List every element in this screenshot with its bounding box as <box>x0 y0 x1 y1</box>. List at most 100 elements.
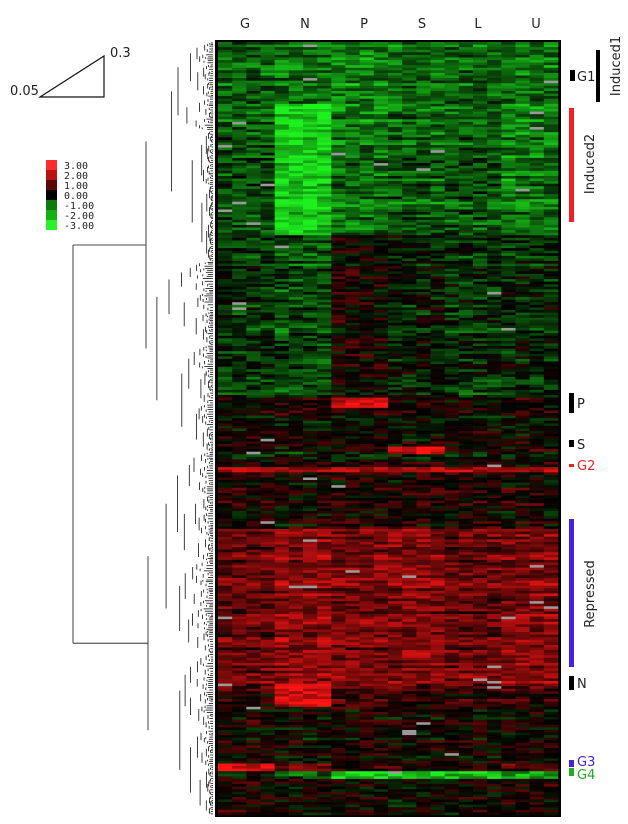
heatmap-cell <box>515 304 530 308</box>
heatmap-cell <box>260 47 275 51</box>
heatmap-cell <box>359 382 375 385</box>
heatmap-cell <box>416 142 431 146</box>
heatmap-cell <box>232 183 247 187</box>
heatmap-cell <box>331 395 346 398</box>
heatmap-cell <box>529 137 545 141</box>
heatmap-cell <box>430 312 445 316</box>
heatmap-cell <box>246 232 261 236</box>
heatmap-cell <box>458 333 474 337</box>
heatmap-cell <box>529 78 545 81</box>
heatmap-cell <box>232 490 247 494</box>
heatmap-cell <box>274 127 290 130</box>
heatmap-cell <box>473 54 488 58</box>
heatmap-cell <box>515 219 530 223</box>
heatmap-cell <box>458 65 474 69</box>
heatmap-cell <box>331 364 346 367</box>
heatmap-cell <box>260 353 275 357</box>
heatmap-cell <box>232 384 247 388</box>
heatmap-cell <box>359 230 375 233</box>
heatmap-cell <box>529 186 545 190</box>
heatmap-cell <box>543 196 559 200</box>
heatmap-cell <box>373 449 389 452</box>
heatmap-cell <box>473 297 488 300</box>
heatmap-cell <box>487 431 502 434</box>
heatmap-cell <box>501 96 516 99</box>
heatmap-cell <box>515 431 530 434</box>
heatmap-cell <box>274 90 290 94</box>
heatmap-cell <box>359 65 375 69</box>
heatmap-cell <box>402 214 417 218</box>
heatmap-cell <box>473 152 488 156</box>
heatmap-cell <box>402 248 417 252</box>
heatmap-cell <box>232 289 247 293</box>
heatmap-cell <box>515 384 530 388</box>
heatmap-cell <box>458 268 474 272</box>
heatmap-cell <box>288 253 304 257</box>
heatmap-cell <box>317 441 332 445</box>
heatmap-cell <box>317 271 332 275</box>
heatmap-cell <box>430 361 445 365</box>
heatmap-cell <box>529 62 545 66</box>
heatmap-cell <box>402 464 417 468</box>
heatmap-cell <box>487 485 502 489</box>
heatmap-cell <box>331 294 346 298</box>
heatmap-cell <box>373 487 389 491</box>
heatmap-cell <box>260 106 275 110</box>
heatmap-cell <box>515 168 530 172</box>
heatmap-cell <box>444 90 460 94</box>
heatmap-cell <box>430 418 445 422</box>
heatmap-cell <box>416 469 431 473</box>
heatmap-cell <box>373 485 389 489</box>
heatmap-cell <box>274 451 290 455</box>
heatmap-cell <box>501 127 516 130</box>
heatmap-cell <box>232 364 247 367</box>
heatmap-cell <box>274 405 290 409</box>
heatmap-cell <box>430 62 445 66</box>
heatmap-cell <box>515 230 530 233</box>
heatmap-cell <box>331 232 346 236</box>
heatmap-cell <box>359 142 375 146</box>
heatmap-cell <box>543 72 559 76</box>
heatmap-cell <box>515 253 530 257</box>
heatmap-cell <box>246 165 261 169</box>
heatmap-cell <box>501 289 516 293</box>
heatmap-cell <box>501 106 516 110</box>
heatmap-cell <box>345 304 360 308</box>
heatmap-cell <box>246 299 261 303</box>
heatmap-cell <box>416 268 431 272</box>
heatmap-cell <box>458 374 474 378</box>
heatmap-cell <box>515 469 530 473</box>
heatmap-cell <box>246 364 261 367</box>
heatmap-cell <box>303 42 318 45</box>
heatmap-cell <box>458 88 474 92</box>
heatmap-cell <box>345 480 360 483</box>
heatmap-cell <box>303 127 318 130</box>
heatmap-cell <box>402 116 417 120</box>
heatmap-cell <box>501 286 516 290</box>
heatmap-cell <box>317 137 332 141</box>
heatmap-cell <box>345 474 360 478</box>
heatmap-cell <box>317 279 332 282</box>
heatmap-cell <box>345 119 360 123</box>
heatmap-cell <box>218 204 233 208</box>
heatmap-cell <box>317 392 332 396</box>
heatmap-cell <box>416 152 431 156</box>
heatmap-cell <box>232 320 247 324</box>
heatmap-cell <box>388 188 403 192</box>
heatmap-cell <box>487 268 502 272</box>
heatmap-cell <box>529 119 545 123</box>
heatmap-cell <box>317 119 332 123</box>
heatmap-cell <box>458 250 474 254</box>
heatmap-cell <box>331 108 346 112</box>
heatmap-cell <box>331 83 346 87</box>
heatmap-cell <box>473 281 488 285</box>
heatmap-cell <box>416 266 431 270</box>
heatmap-cell <box>515 402 530 406</box>
heatmap-cell <box>402 346 417 349</box>
heatmap-cell <box>303 294 318 298</box>
heatmap-cell <box>388 186 403 190</box>
heatmap-cell <box>246 168 261 172</box>
heatmap-cell <box>515 320 530 324</box>
heatmap-cell <box>359 297 375 300</box>
heatmap-cell <box>288 85 304 89</box>
